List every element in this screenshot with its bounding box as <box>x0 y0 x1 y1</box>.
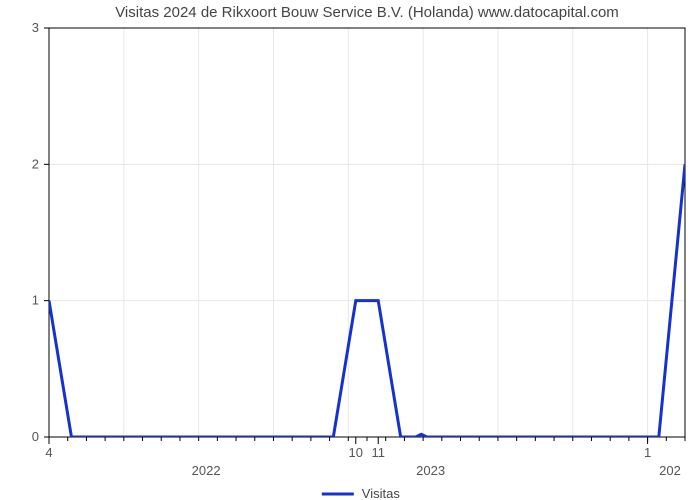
y-tick-label: 3 <box>32 20 39 35</box>
x-year-label: 202 <box>659 463 681 478</box>
chart-bg <box>0 0 700 500</box>
legend-label: Visitas <box>362 486 401 500</box>
x-year-label: 2023 <box>416 463 445 478</box>
chart-title: Visitas 2024 de Rikxoort Bouw Service B.… <box>115 4 619 21</box>
x-year-label: 2022 <box>192 463 221 478</box>
visits-chart: Visitas 2024 de Rikxoort Bouw Service B.… <box>0 0 700 500</box>
x-tick-label: 11 <box>371 445 385 460</box>
y-tick-label: 0 <box>32 429 39 444</box>
y-tick-label: 1 <box>32 293 39 308</box>
chart-svg: Visitas 2024 de Rikxoort Bouw Service B.… <box>0 0 700 500</box>
x-tick-label: 4 <box>45 445 52 460</box>
x-tick-label: 10 <box>349 445 363 460</box>
x-tick-label: 1 <box>644 445 651 460</box>
y-tick-label: 2 <box>32 156 39 171</box>
